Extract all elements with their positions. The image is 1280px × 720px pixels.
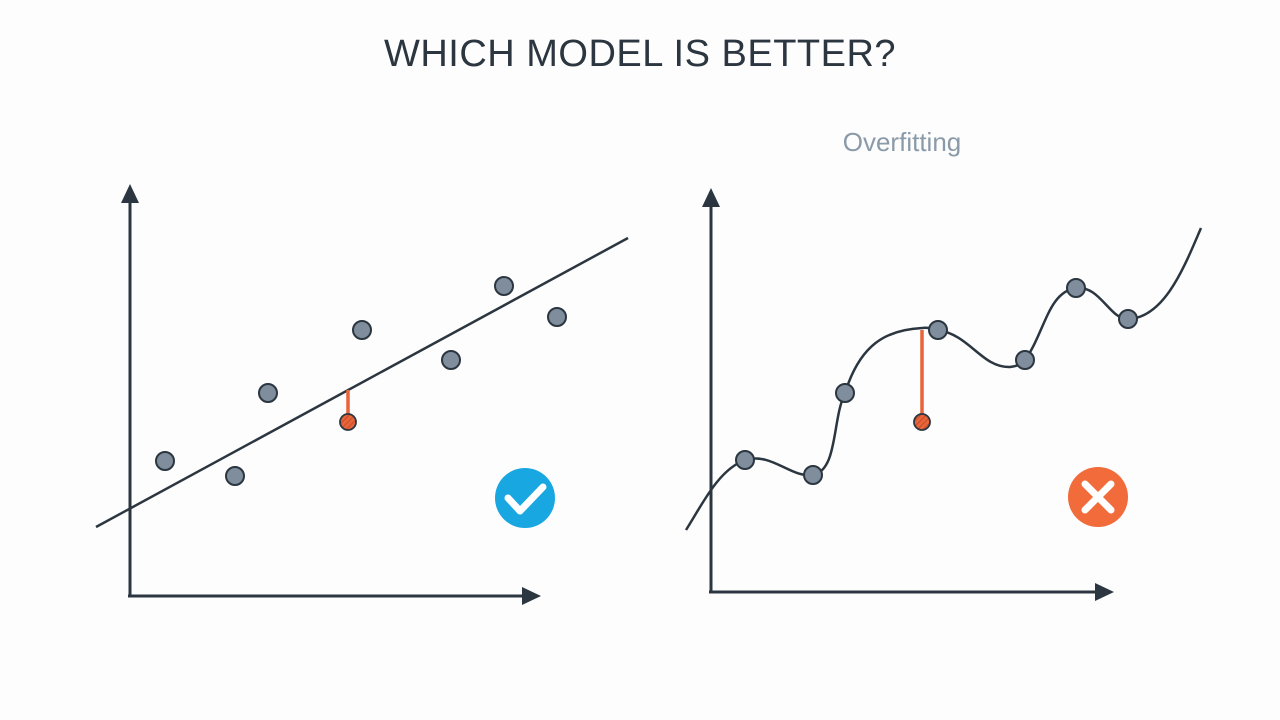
data-point [258,383,278,403]
data-point [494,276,514,296]
data-point [1118,309,1138,329]
left-y-axis-arrow [121,184,139,203]
left-test-point [339,413,357,431]
checkmark-icon [495,468,555,528]
right-x-axis-arrow [1095,583,1114,601]
slide-title: WHICH MODEL IS BETTER? [383,33,897,75]
data-point [441,350,461,370]
left-panel [95,184,629,605]
data-point [835,383,855,403]
left-data-points [155,276,567,486]
data-point [155,451,175,471]
cross-icon [1068,467,1128,527]
data-point [735,450,755,470]
data-point [928,320,948,340]
right-test-point [913,413,931,431]
data-point [225,466,245,486]
right-y-axis-arrow [702,188,720,207]
right-panel [684,188,1203,601]
data-point [1066,278,1086,298]
linear-fit-line [95,236,629,529]
overfitting-label: Overfitting [842,127,962,157]
data-point [803,465,823,485]
data-point [352,320,372,340]
data-point [547,307,567,327]
left-x-axis-arrow [522,587,541,605]
data-point [1015,350,1035,370]
right-data-points [735,278,1138,485]
